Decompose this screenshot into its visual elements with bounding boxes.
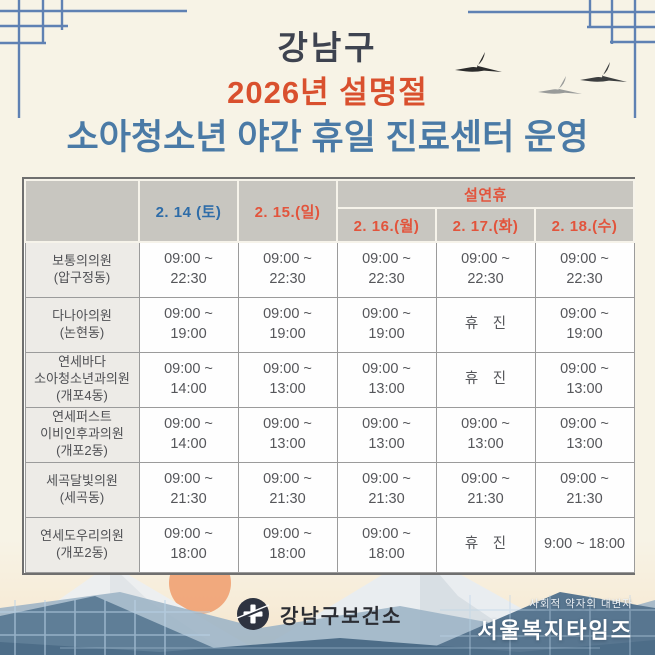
time-cell: 09:00 ~ 19:00 <box>336 296 437 353</box>
poster-header: 강남구 2026년 설명절 소아청소년 야간 휴일 진료센터 운영 <box>0 28 655 159</box>
col-header-feb16-mon: 2. 16.(월) <box>336 207 437 243</box>
time-cell: 09:00 ~ 21:30 <box>237 461 338 518</box>
time-cell: 09:00 ~ 13:00 <box>534 351 635 408</box>
col-header-feb18-wed: 2. 18.(수) <box>534 207 635 243</box>
time-cell: 09:00 ~ 22:30 <box>138 241 239 298</box>
clinic-name-cell: 세곡달빛의원 (세곡동) <box>24 461 140 518</box>
col-header-feb14-sat: 2. 14 (토) <box>138 179 239 243</box>
clinic-name-cell: 연세도우리의원 (개포2동) <box>24 516 140 573</box>
press-brand: 사회적 약자의 대변자 서울복지타임즈 <box>477 596 633 645</box>
time-cell: 09:00 ~ 14:00 <box>138 351 239 408</box>
time-cell: 09:00 ~ 13:00 <box>435 406 536 463</box>
clinic-name-cell: 보통의의원 (압구정동) <box>24 241 140 298</box>
time-cell: 09:00 ~ 14:00 <box>138 406 239 463</box>
page-title-main: 소아청소년 야간 휴일 진료센터 운영 <box>66 118 589 158</box>
closed-cell: 휴 진 <box>435 296 536 353</box>
table-row: 세곡달빛의원 (세곡동) 09:00 ~ 21:30 09:00 ~ 21:30… <box>24 461 635 518</box>
holiday-group-header: 설연휴 <box>336 179 635 209</box>
time-cell: 09:00 ~ 22:30 <box>336 241 437 298</box>
time-cell: 9:00 ~ 18:00 <box>534 516 635 573</box>
time-cell: 09:00 ~ 18:00 <box>237 516 338 573</box>
time-cell: 09:00 ~ 13:00 <box>336 351 437 408</box>
org-name: 강남구보건소 <box>280 605 403 628</box>
time-cell: 09:00 ~ 18:00 <box>138 516 239 573</box>
time-cell: 09:00 ~ 13:00 <box>237 406 338 463</box>
time-cell: 09:00 ~ 19:00 <box>237 296 338 353</box>
page-title-event: 2026년 설명절 <box>227 74 428 110</box>
schedule-table-container: 2. 14 (토) 2. 15.(일) 설연휴 2. 16.(월) 2. 17.… <box>22 177 635 575</box>
clinic-schedule-table: 2. 14 (토) 2. 15.(일) 설연휴 2. 16.(월) 2. 17.… <box>24 179 635 573</box>
clinic-name-cell: 연세퍼스트 이비인후과의원 (개포2동) <box>24 406 140 463</box>
press-tagline: 사회적 약자의 대변자 <box>529 598 633 610</box>
table-row: 연세퍼스트 이비인후과의원 (개포2동) 09:00 ~ 14:00 09:00… <box>24 406 635 463</box>
col-header-feb15-sun: 2. 15.(일) <box>237 179 338 243</box>
health-center-cross-logo-icon <box>236 598 270 630</box>
health-center-brand: 강남구보건소 <box>236 597 402 631</box>
closed-cell: 휴 진 <box>435 516 536 573</box>
time-cell: 09:00 ~ 22:30 <box>237 241 338 298</box>
time-cell: 09:00 ~ 13:00 <box>534 406 635 463</box>
col-header-feb17-tue: 2. 17.(화) <box>435 207 536 243</box>
page-title-district: 강남구 <box>277 29 378 66</box>
table-row: 연세도우리의원 (개포2동) 09:00 ~ 18:00 09:00 ~ 18:… <box>24 516 635 573</box>
table-row: 다나아의원 (논현동) 09:00 ~ 19:00 09:00 ~ 19:00 … <box>24 296 635 353</box>
time-cell: 09:00 ~ 19:00 <box>138 296 239 353</box>
table-corner-cell <box>24 179 140 243</box>
closed-cell: 휴 진 <box>435 351 536 408</box>
time-cell: 09:00 ~ 13:00 <box>237 351 338 408</box>
time-cell: 09:00 ~ 19:00 <box>534 296 635 353</box>
clinic-name-cell: 다나아의원 (논현동) <box>24 296 140 353</box>
time-cell: 09:00 ~ 22:30 <box>534 241 635 298</box>
time-cell: 09:00 ~ 22:30 <box>435 241 536 298</box>
press-name: 서울복지타임즈 <box>477 618 633 643</box>
time-cell: 09:00 ~ 21:30 <box>435 461 536 518</box>
clinic-name-cell: 연세바다 소아청소년과의원 (개포4동) <box>24 351 140 408</box>
time-cell: 09:00 ~ 13:00 <box>336 406 437 463</box>
table-row: 보통의의원 (압구정동) 09:00 ~ 22:30 09:00 ~ 22:30… <box>24 241 635 298</box>
time-cell: 09:00 ~ 21:30 <box>336 461 437 518</box>
time-cell: 09:00 ~ 21:30 <box>138 461 239 518</box>
time-cell: 09:00 ~ 18:00 <box>336 516 437 573</box>
table-row: 연세바다 소아청소년과의원 (개포4동) 09:00 ~ 14:00 09:00… <box>24 351 635 408</box>
time-cell: 09:00 ~ 21:30 <box>534 461 635 518</box>
